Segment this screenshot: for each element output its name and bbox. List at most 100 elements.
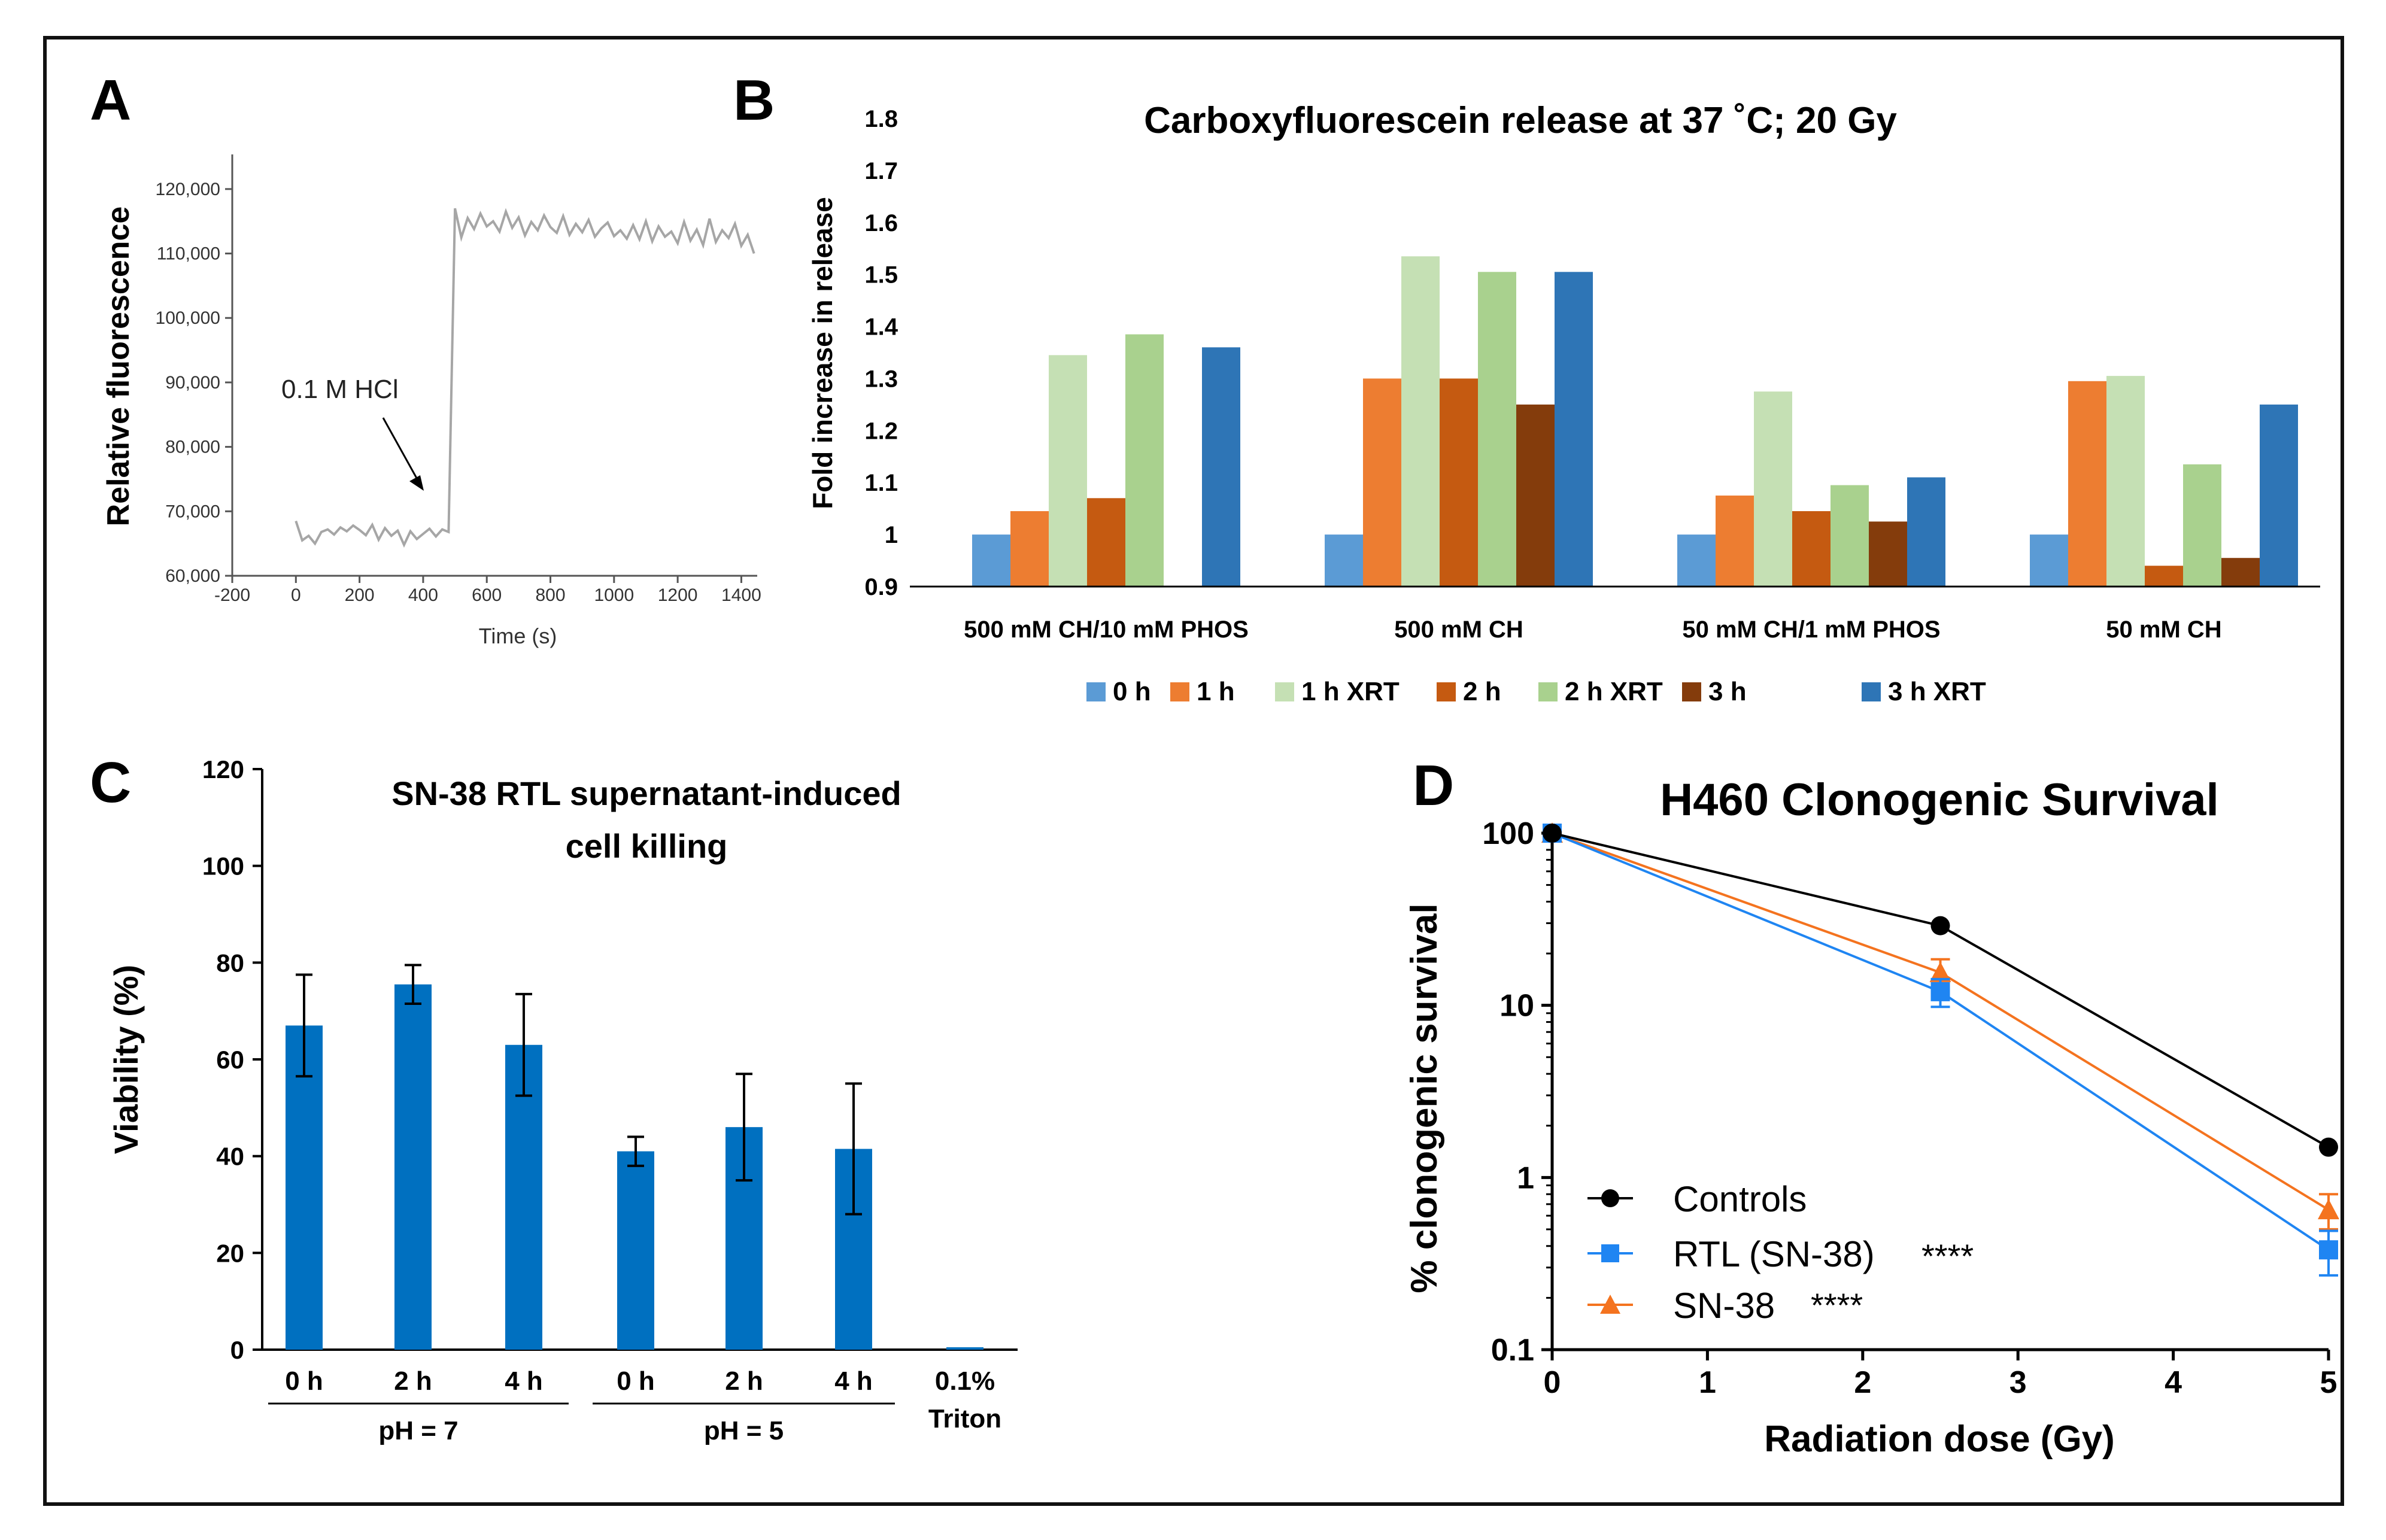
b-legend-swatch xyxy=(1682,682,1701,701)
d-x-tick-label: 4 xyxy=(2165,1365,2182,1400)
b-bar xyxy=(1325,534,1363,587)
d-y-tick-label: 10 xyxy=(1499,989,1534,1023)
panel-letter-c: C xyxy=(90,751,131,815)
panel-c-bar-chart: SN-38 RTL supernatant-induced cell killin… xyxy=(107,755,1018,1445)
b-legend-swatch xyxy=(1437,682,1456,701)
d-data-point xyxy=(2318,1199,2339,1220)
b-legend-swatch xyxy=(1538,682,1558,701)
c-bar xyxy=(946,1347,983,1350)
b-bar xyxy=(1677,534,1716,587)
b-legend-label: 2 h XRT xyxy=(1565,677,1663,706)
c-y-tick-label: 20 xyxy=(216,1239,244,1267)
figure-frame xyxy=(43,36,2344,1506)
b-y-tick-label: 1.8 xyxy=(864,106,898,132)
b-legend-label: 1 h xyxy=(1197,677,1235,706)
c-chart-title-line2: cell killing xyxy=(566,827,728,865)
panel-b-bar-chart: Carboxyfluorescein release at 37 ˚C; 20 … xyxy=(807,100,2320,706)
a-y-axis-label: Relative fluorescence xyxy=(101,206,136,527)
c-chart-title-line1: SN-38 RTL supernatant-induced xyxy=(391,774,901,812)
b-y-tick-label: 1.6 xyxy=(864,210,898,236)
c-y-tick-label: 80 xyxy=(216,949,244,977)
a-x-tick-label: 800 xyxy=(535,585,565,605)
d-legend-marker xyxy=(1600,1295,1620,1314)
b-chart-title: Carboxyfluorescein release at 37 ˚C; 20 … xyxy=(1144,100,1897,141)
d-data-point xyxy=(1543,824,1562,843)
c-category-label: 2 h xyxy=(725,1366,763,1396)
b-bar xyxy=(1202,347,1240,587)
c-group-label: pH = 5 xyxy=(704,1416,784,1445)
b-bar xyxy=(1716,495,1754,587)
d-x-tick-label: 5 xyxy=(2320,1365,2338,1400)
b-bar xyxy=(2068,381,2106,587)
d-y-tick-label: 1 xyxy=(1517,1161,1534,1195)
c-category-label: 0 h xyxy=(285,1366,323,1396)
a-x-tick-label: 400 xyxy=(408,585,438,605)
d-y-tick-label: 0.1 xyxy=(1491,1333,1534,1368)
b-bar xyxy=(1125,334,1164,587)
a-x-tick-label: 200 xyxy=(345,585,375,605)
c-category-label: 0 h xyxy=(617,1366,655,1396)
panel-d-survival-chart: H460 Clonogenic Survival 0.1 1 10 100 0 1 2 3 4 5 R… xyxy=(1404,774,2339,1460)
b-bar xyxy=(1555,272,1593,587)
b-bar xyxy=(1049,355,1087,587)
a-fluorescence-line xyxy=(295,208,755,548)
a-y-tick-label: 120,000 xyxy=(156,180,220,199)
panel-a-line-chart: 60,000 70,000 80,000 90,000 100,000 110,000 12… xyxy=(101,154,761,648)
a-x-tick-label: 1400 xyxy=(721,585,761,605)
a-x-tick-label: 1200 xyxy=(658,585,698,605)
c-category-sublabel: Triton xyxy=(928,1404,1001,1433)
c-bar xyxy=(617,1151,654,1350)
b-y-tick-label: 1.1 xyxy=(864,470,898,496)
b-bar xyxy=(1401,256,1440,587)
b-legend-label: 3 h XRT xyxy=(1888,677,1986,706)
a-annotation-arrow xyxy=(382,417,420,483)
a-x-tick-label: 1000 xyxy=(594,585,634,605)
b-category-label: 50 mM CH/1 mM PHOS xyxy=(1682,616,1940,643)
a-annotation-label: 0.1 M HCl xyxy=(281,375,399,404)
c-y-axis-label: Viability (%) xyxy=(107,965,145,1154)
b-bar xyxy=(1516,404,1555,587)
c-y-tick-label: 100 xyxy=(202,852,244,880)
b-y-axis-label: Fold increase in release xyxy=(807,197,838,509)
d-legend-significance: **** xyxy=(1811,1286,1863,1324)
b-bar xyxy=(1440,378,1478,587)
b-bar xyxy=(2183,464,2221,587)
d-y-tick-label: 100 xyxy=(1482,816,1534,851)
b-category-label: 50 mM CH xyxy=(2106,616,2221,643)
d-legend-marker xyxy=(1601,1189,1619,1207)
d-x-tick-label: 0 xyxy=(1544,1365,1561,1400)
c-group-label: pH = 7 xyxy=(378,1416,458,1445)
b-bar xyxy=(1831,485,1869,587)
d-x-tick-label: 1 xyxy=(1699,1365,1716,1400)
c-category-label: 0.1% xyxy=(935,1366,995,1396)
d-data-point xyxy=(1930,916,1950,935)
b-y-tick-label: 1 xyxy=(885,522,898,548)
d-y-axis-label: % clonogenic survival xyxy=(1404,903,1445,1293)
d-legend-label: Controls xyxy=(1673,1179,1807,1219)
panel-letter-d: D xyxy=(1413,754,1454,818)
d-legend-marker xyxy=(1601,1244,1619,1262)
d-chart-title: H460 Clonogenic Survival xyxy=(1660,774,2218,825)
b-y-tick-label: 1.3 xyxy=(864,366,898,392)
b-legend-swatch xyxy=(1862,682,1881,701)
panel-letter-b: B xyxy=(733,68,775,132)
b-bar xyxy=(1363,378,1401,587)
a-x-tick-label: 600 xyxy=(472,585,502,605)
d-legend-label: SN-38 xyxy=(1673,1286,1775,1326)
a-x-tick-label: -200 xyxy=(214,585,250,605)
c-y-tick-label: 120 xyxy=(202,755,244,783)
b-bar xyxy=(972,534,1010,587)
d-data-point xyxy=(1929,961,1951,982)
b-y-tick-label: 1.5 xyxy=(864,262,898,288)
b-y-tick-label: 0.9 xyxy=(864,574,898,600)
b-legend-label: 1 h XRT xyxy=(1301,677,1400,706)
b-bar xyxy=(1087,498,1125,587)
a-y-tick-label: 60,000 xyxy=(165,566,220,586)
b-bar xyxy=(1907,477,1945,587)
b-bar xyxy=(1010,511,1049,587)
c-bar xyxy=(286,1025,323,1350)
a-x-axis-label: Time (s) xyxy=(479,624,557,648)
b-legend-label: 3 h xyxy=(1708,677,1747,706)
c-y-tick-label: 0 xyxy=(230,1336,244,1364)
b-bar xyxy=(1792,511,1831,587)
